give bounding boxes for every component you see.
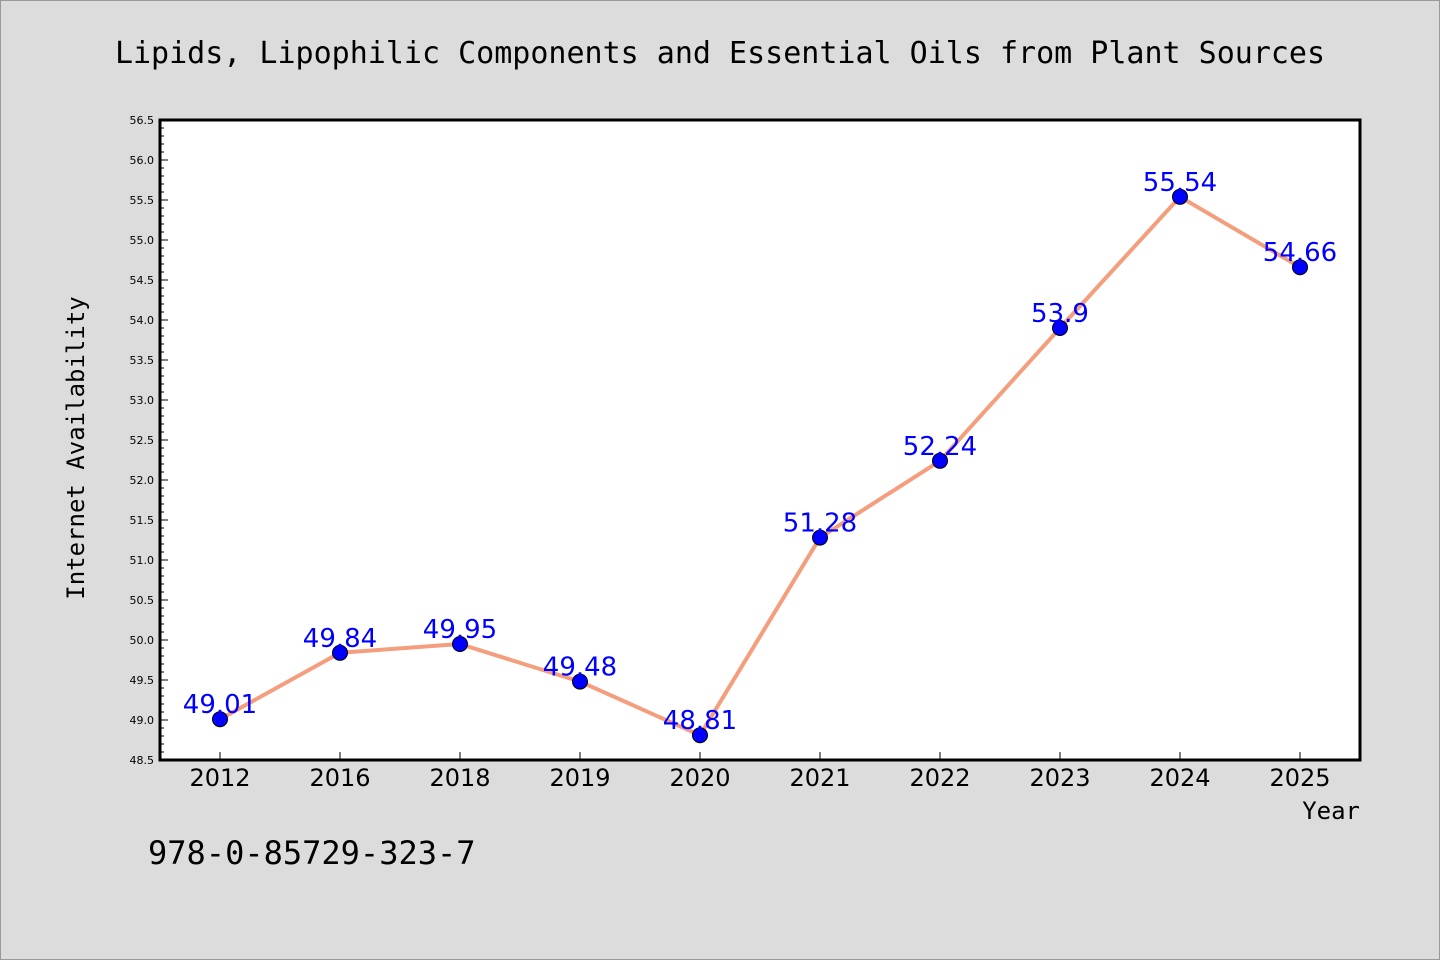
- x-tick-label: 2024: [1149, 764, 1210, 792]
- data-point-marker: [812, 529, 828, 546]
- x-tick-label: 2012: [189, 764, 250, 792]
- x-tick-label: 2018: [429, 764, 490, 792]
- x-axis-title: Year: [1302, 797, 1360, 825]
- y-tick-label: 49.5: [130, 674, 155, 687]
- x-tick-label: 2023: [1029, 764, 1090, 792]
- y-axis-title: Internet Availability: [62, 296, 90, 599]
- data-value-label: 55.54: [1143, 168, 1217, 198]
- data-value-label: 49.95: [423, 615, 497, 645]
- y-tick-label: 50.0: [130, 634, 155, 647]
- x-tick-label: 2021: [789, 764, 850, 792]
- y-tick-label: 51.0: [130, 554, 155, 567]
- data-point-marker: [1172, 188, 1188, 205]
- x-tick-label: 2025: [1269, 764, 1330, 792]
- data-value-label: 48.81: [663, 706, 737, 736]
- plot-area: [158, 118, 1362, 762]
- data-point-marker: [932, 452, 948, 469]
- y-axis: 48.5 49.0 49.5 50.0 50.5 51.0 51.5 52.0 52.5 53.0…: [130, 114, 168, 767]
- data-point-marker: [572, 673, 588, 690]
- y-tick-label: 53.0: [130, 394, 155, 407]
- y-tick-label: 48.5: [130, 754, 155, 767]
- data-value-label: 51.28: [783, 509, 857, 539]
- y-tick-label: 56.0: [130, 154, 155, 167]
- data-point-marker: [332, 644, 348, 661]
- y-tick-label: 53.5: [130, 354, 155, 367]
- y-tick-label: 52.5: [130, 434, 155, 447]
- data-point-marker: [212, 711, 228, 728]
- y-tick-label: 51.5: [130, 514, 155, 527]
- data-label-group: 49.01 49.84 49.95 49.48 48.81 51.28 52.24 53.9 5…: [183, 168, 1337, 736]
- data-value-label: 49.48: [543, 653, 617, 683]
- x-tick-label: 2016: [309, 764, 370, 792]
- chart-title: Lipids, Lipophilic Components and Essent…: [115, 36, 1325, 71]
- data-value-label: 49.84: [303, 624, 377, 654]
- data-point-marker: [1292, 259, 1308, 276]
- series-line-group: [212, 188, 1308, 744]
- y-tick-label: 56.5: [130, 114, 155, 127]
- data-value-label: 54.66: [1263, 238, 1337, 268]
- data-point-marker: [452, 636, 468, 652]
- y-tick-label: 54.0: [130, 314, 155, 327]
- data-value-label: 53.9: [1031, 299, 1089, 329]
- data-value-label: 49.01: [183, 690, 257, 720]
- data-point-marker: [1052, 320, 1068, 336]
- x-tick-label: 2020: [669, 764, 730, 792]
- y-tick-label: 50.5: [130, 594, 155, 607]
- y-tick-label: 54.5: [130, 274, 155, 287]
- data-value-label: 52.24: [903, 432, 977, 462]
- isbn-label: 978-0-85729-323-7: [148, 834, 476, 872]
- x-tick-label: 2022: [909, 764, 970, 792]
- y-tick-label: 52.0: [130, 474, 155, 487]
- data-point-marker: [692, 727, 708, 744]
- series-line: [219, 194, 1302, 738]
- x-axis: 2012 2016 2018 2019 2020 2021 2022 2023 2024 2025: [189, 752, 1331, 792]
- x-tick-label: 2019: [549, 764, 610, 792]
- y-tick-label: 55.0: [130, 234, 155, 247]
- y-tick-label: 49.0: [130, 714, 155, 727]
- y-tick-label: 55.5: [130, 194, 155, 207]
